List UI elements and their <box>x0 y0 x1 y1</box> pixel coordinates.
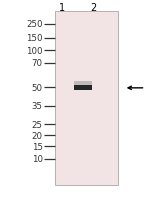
Text: 35: 35 <box>32 102 43 111</box>
Bar <box>55 12 118 185</box>
Text: 2: 2 <box>90 3 96 13</box>
Text: 10: 10 <box>32 155 43 163</box>
Text: 15: 15 <box>32 142 43 151</box>
Text: 1: 1 <box>59 3 65 13</box>
Text: 25: 25 <box>32 120 43 129</box>
Text: 100: 100 <box>26 47 43 55</box>
Text: 150: 150 <box>26 34 43 43</box>
Text: 20: 20 <box>32 131 43 140</box>
Bar <box>74 82 92 85</box>
Bar <box>74 86 92 91</box>
Text: 50: 50 <box>32 83 43 92</box>
Text: 70: 70 <box>32 59 43 68</box>
Text: 250: 250 <box>26 20 43 29</box>
